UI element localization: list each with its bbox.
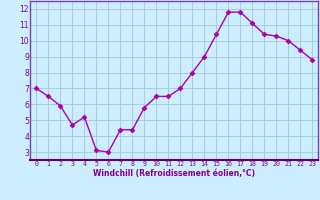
- X-axis label: Windchill (Refroidissement éolien,°C): Windchill (Refroidissement éolien,°C): [93, 169, 255, 178]
